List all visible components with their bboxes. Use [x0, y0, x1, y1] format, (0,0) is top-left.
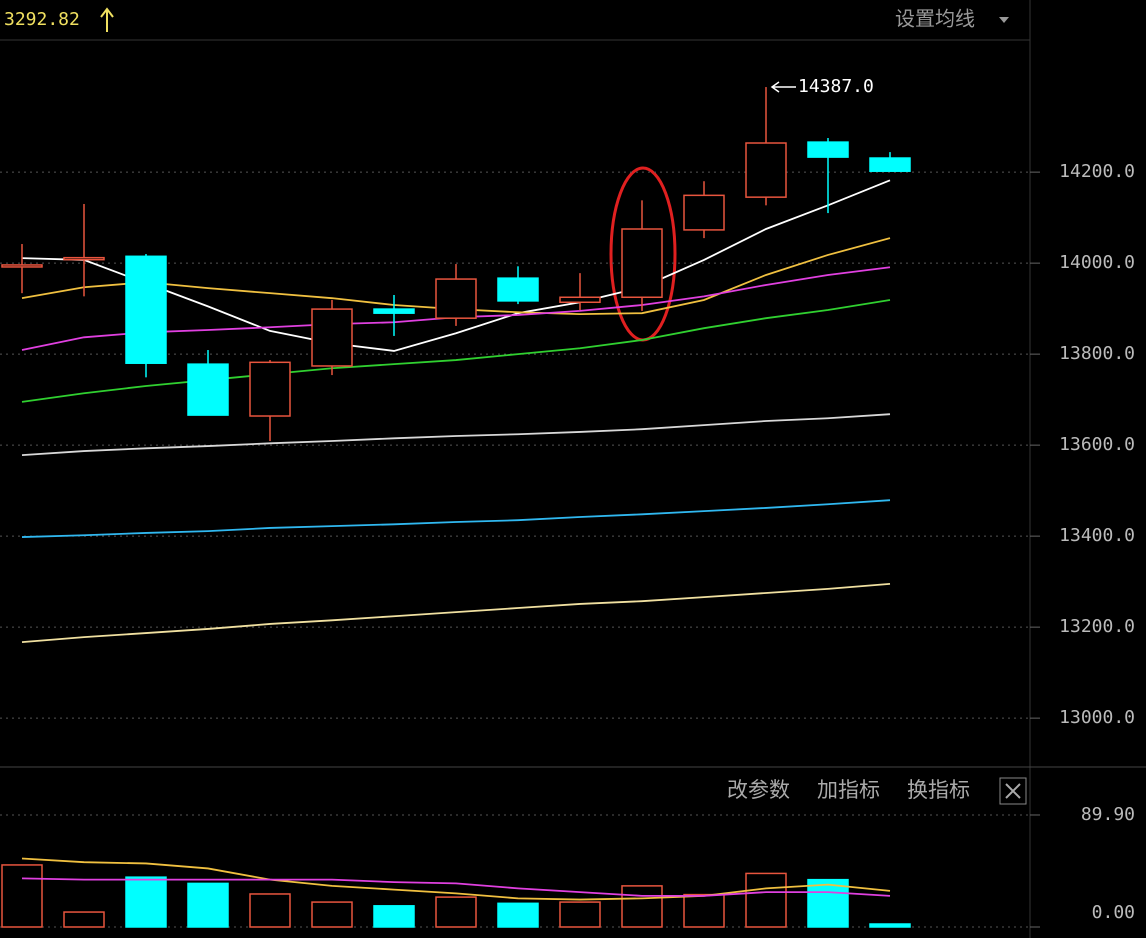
y-tick-label: 14000.0	[1059, 252, 1135, 273]
candle-body	[559, 296, 601, 304]
volume-bar	[807, 878, 849, 928]
y-tick-label: 0.00	[1092, 902, 1135, 923]
ma-settings[interactable]: 设置均线	[895, 7, 975, 31]
volume-bar	[311, 901, 353, 928]
candle-body	[621, 228, 663, 299]
candle-body	[125, 255, 167, 364]
ma-line	[21, 299, 891, 403]
ma-line	[21, 583, 891, 644]
volume-bar	[435, 896, 477, 928]
index-price: 3292.82	[4, 9, 80, 30]
up-arrow-icon	[100, 7, 114, 32]
volume-bar	[745, 872, 787, 928]
candle-body	[435, 278, 477, 319]
high-annotation: 14387.0	[798, 76, 874, 97]
y-tick-label: 13400.0	[1059, 525, 1135, 546]
volume-bar	[63, 911, 105, 928]
volume-bar	[683, 893, 725, 928]
volume-bar	[125, 876, 167, 928]
candle-body	[807, 141, 849, 158]
candle-body	[683, 194, 725, 231]
candle-body	[311, 308, 353, 367]
annotation-arrow	[770, 81, 796, 93]
ma-line	[21, 857, 891, 901]
ma-line	[21, 877, 891, 897]
y-tick-label: 13800.0	[1059, 343, 1135, 364]
candle-body	[187, 363, 229, 416]
candle-body	[497, 277, 539, 302]
close-button[interactable]	[999, 777, 1027, 805]
ma-line	[21, 499, 891, 538]
volume-bar	[621, 885, 663, 928]
volume-bar	[869, 923, 911, 928]
candle-body	[249, 361, 291, 417]
candle-body	[869, 157, 911, 172]
candle-body	[373, 308, 415, 314]
toolbar-button[interactable]: 加指标	[817, 778, 880, 802]
y-tick-label: 13600.0	[1059, 434, 1135, 455]
volume-bar	[373, 905, 415, 928]
toolbar-button[interactable]: 改参数	[727, 778, 790, 802]
candle-body	[1, 264, 43, 268]
y-tick-label: 13000.0	[1059, 707, 1135, 728]
toolbar-button[interactable]: 换指标	[907, 778, 970, 802]
dropdown-icon[interactable]	[999, 17, 1009, 23]
volume-bar	[249, 893, 291, 928]
y-tick-label: 89.90	[1081, 804, 1135, 825]
volume-bar	[497, 902, 539, 928]
ma-line	[21, 413, 891, 457]
volume-bar	[1, 864, 43, 928]
candle-body	[745, 142, 787, 198]
volume-bar	[187, 882, 229, 928]
y-tick-label: 13200.0	[1059, 616, 1135, 637]
candle-body	[63, 256, 105, 261]
y-tick-label: 14200.0	[1059, 161, 1135, 182]
volume-bar	[559, 901, 601, 928]
